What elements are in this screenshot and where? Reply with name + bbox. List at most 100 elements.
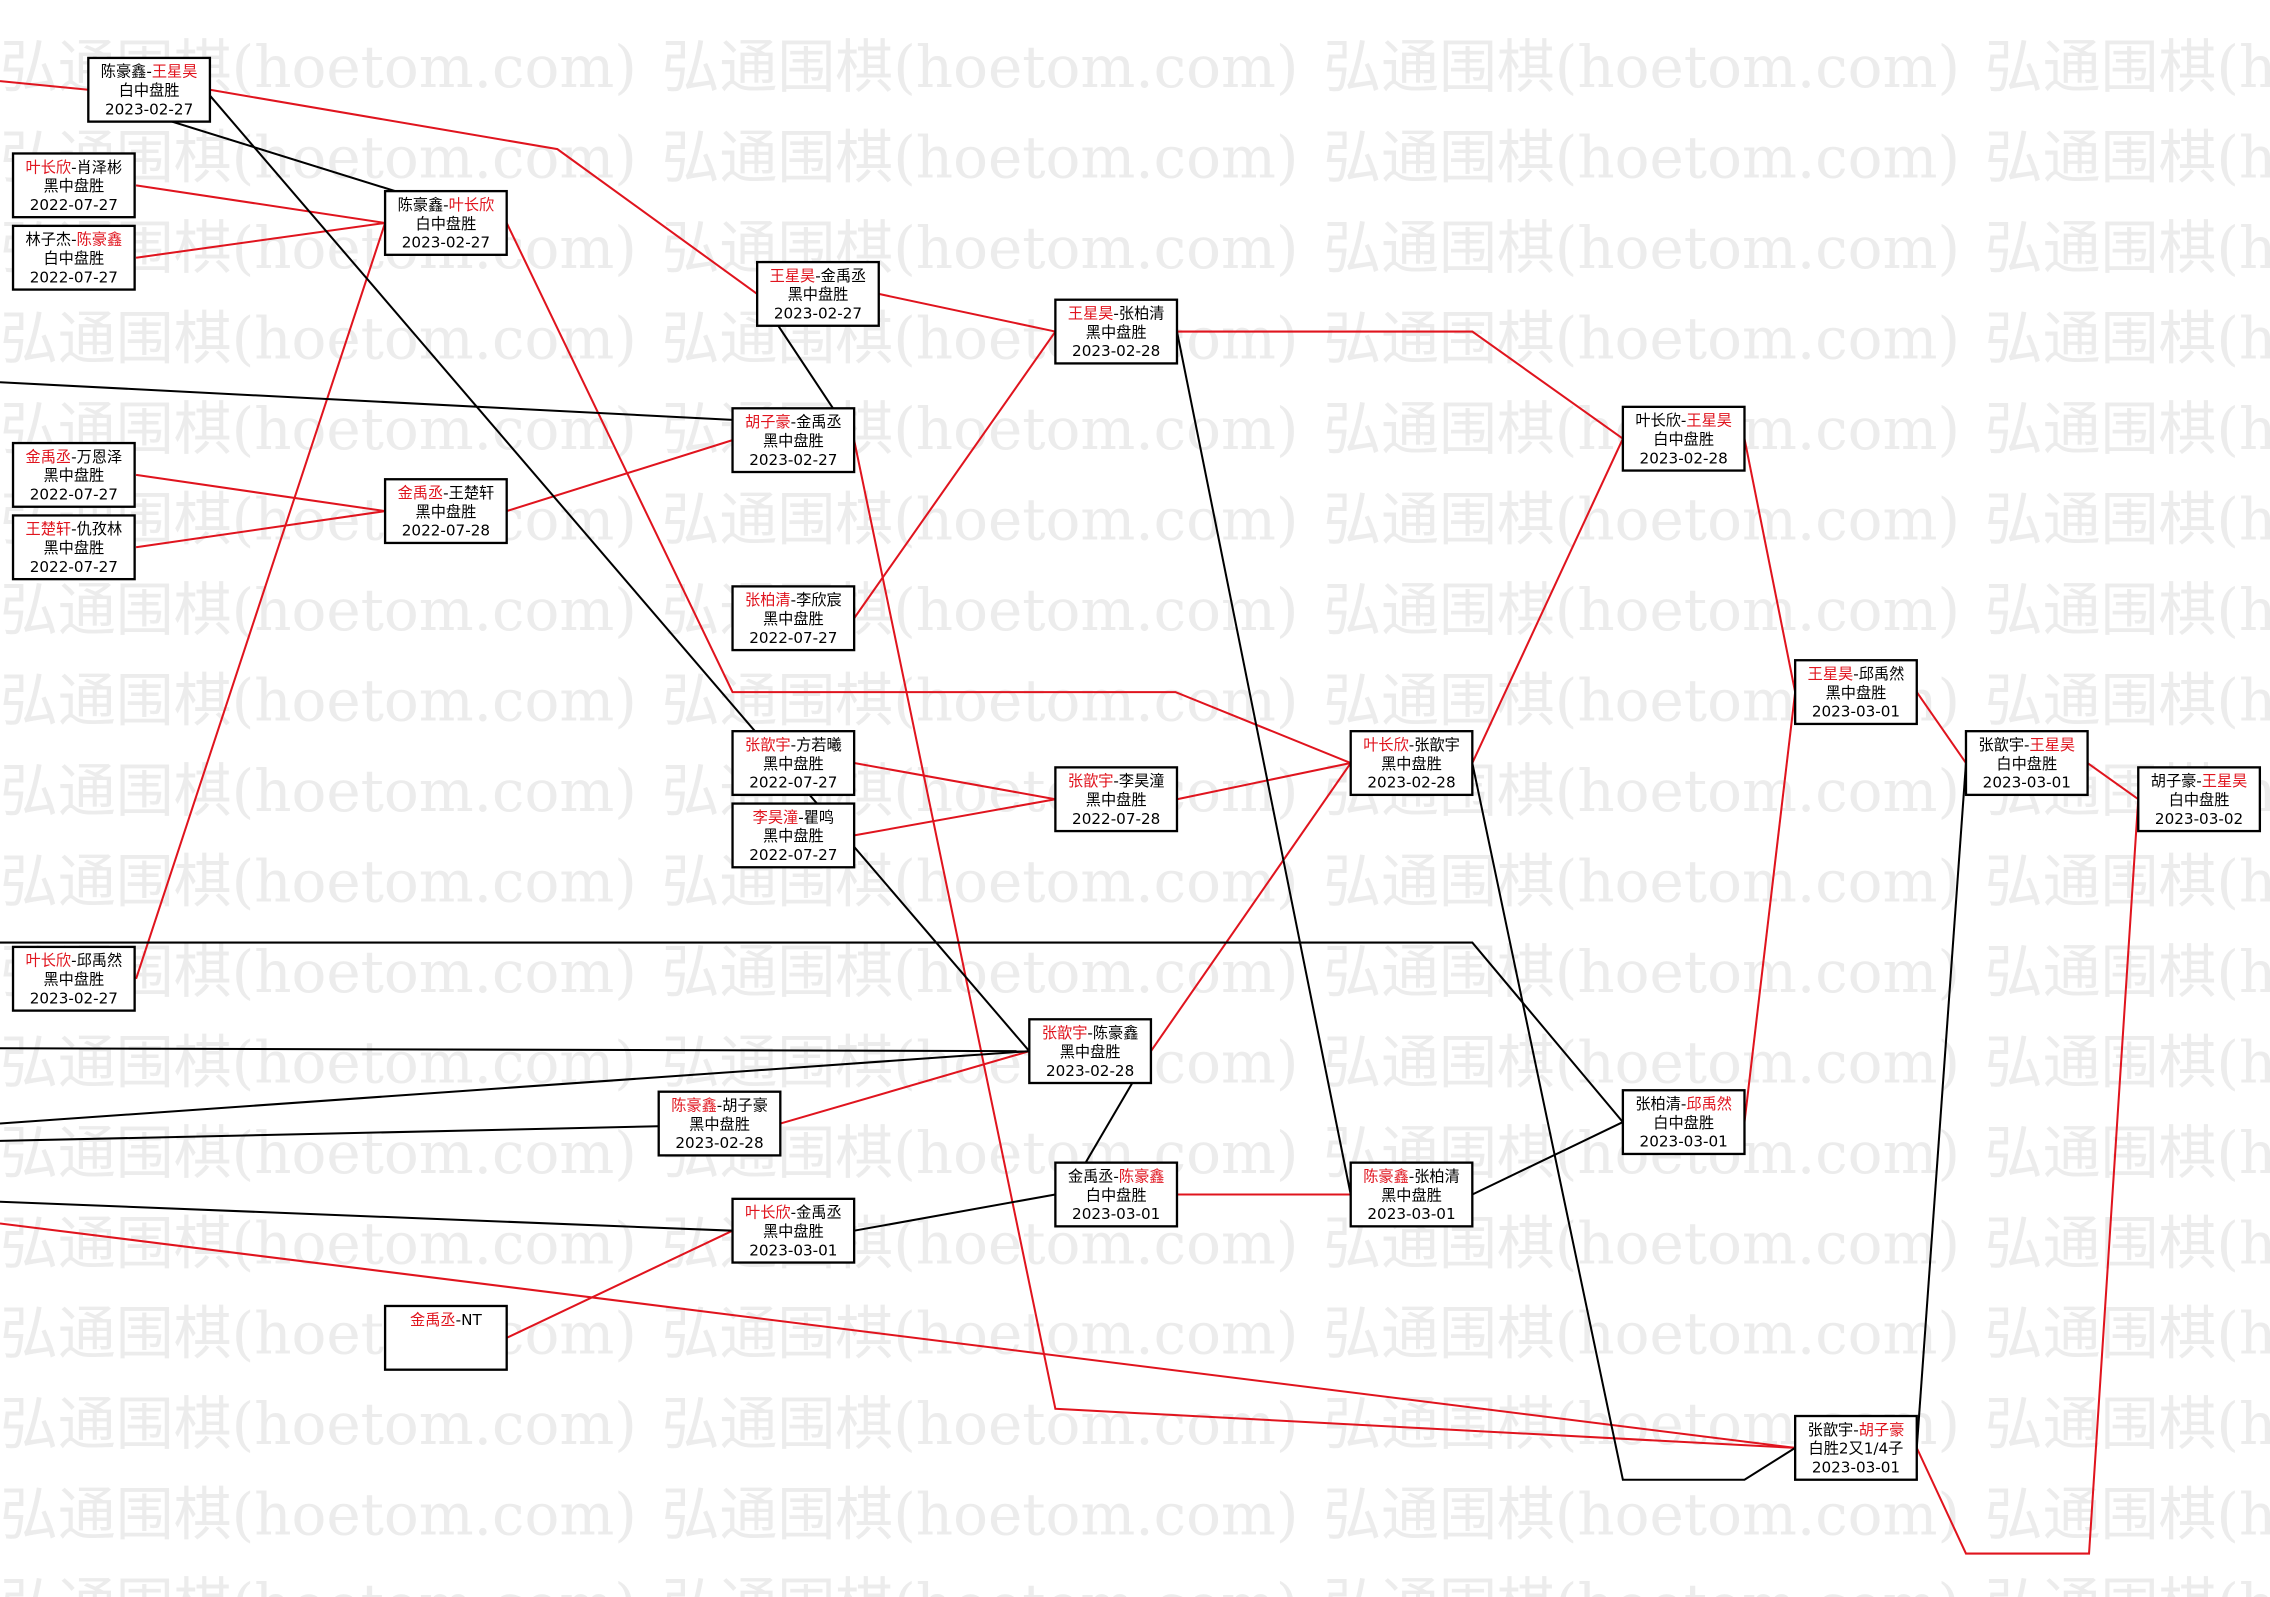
player-black: 王星昊 <box>1068 305 1114 323</box>
match-box-frame <box>1054 298 1179 365</box>
match-players: 叶长欣-肖泽彬 <box>26 158 123 176</box>
player-black: 金禹丞 <box>410 1311 456 1329</box>
match-result: 白胜2又1/4子 <box>1809 1440 1904 1458</box>
match-result: 黑中盘胜 <box>1086 791 1147 809</box>
watermark-text: 弘通围棋(hoetom.com) <box>1323 576 1960 644</box>
match-date: 2022-07-28 <box>1072 810 1160 828</box>
match-date: 2023-02-27 <box>774 305 862 323</box>
player-black: 陈豪鑫 <box>1363 1167 1409 1185</box>
player-white: 陈豪鑫 <box>77 231 123 249</box>
separator: - <box>1853 1421 1858 1439</box>
watermark-text: 弘通围棋(hoetom.com) <box>1985 1481 2270 1549</box>
match-players: 王星昊-张柏清 <box>1068 305 1165 323</box>
player-white: 邱禹然 <box>1859 665 1905 683</box>
watermark-text: 弘通围棋(hoetom.com) <box>1323 1571 1960 1597</box>
match-players: 陈豪鑫-胡子豪 <box>671 1097 768 1115</box>
match-box-frame <box>11 152 136 219</box>
match-result: 白中盘胜 <box>43 250 104 268</box>
match-box-frame <box>1054 1161 1179 1228</box>
bracket-connector <box>1471 438 1624 764</box>
separator: - <box>443 484 448 502</box>
player-black: 林子杰 <box>26 231 72 249</box>
watermark-text: 弘通围棋(hoetom.com) <box>0 1571 637 1597</box>
match-box[interactable]: 金禹丞-NT <box>383 1304 508 1371</box>
match-result: 黑中盘胜 <box>43 539 104 557</box>
bracket-connector <box>1176 330 1624 440</box>
bracket-connector <box>853 439 1796 1449</box>
match-result: 黑中盘胜 <box>788 286 849 304</box>
separator: - <box>71 952 76 970</box>
separator: - <box>1409 1167 1414 1185</box>
bracket-connector <box>1743 691 1797 1123</box>
bracket-connector <box>0 1122 781 1142</box>
match-box-frame <box>1621 405 1746 472</box>
match-box-frame <box>383 478 508 545</box>
player-white: 李欣宸 <box>796 591 842 609</box>
match-players: 叶长欣-金禹丞 <box>745 1204 842 1222</box>
separator: - <box>1113 772 1118 790</box>
match-players: 王楚轩-仇孜林 <box>26 520 123 538</box>
bracket-connector <box>853 1193 1056 1232</box>
watermark-text: 弘通围棋(hoetom.com) <box>0 1209 637 1277</box>
match-date: 2023-02-27 <box>30 989 118 1007</box>
match-box-frame <box>11 224 136 291</box>
watermark-text: 弘通围棋(hoetom.com) <box>662 485 1299 553</box>
match-box-frame <box>731 802 856 869</box>
match-date: 2023-03-01 <box>1812 703 1900 721</box>
player-black: 叶长欣 <box>26 952 72 970</box>
match-date: 2023-02-27 <box>402 234 490 252</box>
player-white: 张柏清 <box>1119 305 1165 323</box>
player-black: 胡子豪 <box>2151 772 2197 790</box>
watermark-text: 弘通围棋(hoetom.com) <box>1985 1028 2270 1096</box>
match-players: 叶长欣-邱禹然 <box>26 952 123 970</box>
separator: - <box>2024 736 2029 754</box>
match-date: 2023-02-28 <box>1046 1062 1134 1080</box>
player-white: 陈豪鑫 <box>1119 1167 1165 1185</box>
match-players: 张柏清-李欣宸 <box>745 591 842 609</box>
player-white: 张柏清 <box>1414 1167 1460 1185</box>
player-white: 肖泽彬 <box>77 158 123 176</box>
match-players: 金禹丞-万恩泽 <box>26 448 123 466</box>
watermark-text: 弘通围棋(hoetom.com) <box>662 123 1299 191</box>
separator: - <box>1681 412 1686 430</box>
watermark-text: 弘通围棋(hoetom.com) <box>0 757 637 825</box>
watermark-text: 弘通围棋(hoetom.com) <box>1323 485 1960 553</box>
match-players: 张歆宇-方若曦 <box>745 736 842 754</box>
bracket-connector <box>0 1047 1030 1053</box>
bracket-connector <box>1175 331 1352 1195</box>
player-black: 金禹丞 <box>1068 1167 1114 1185</box>
watermark-text: 弘通围棋(hoetom.com) <box>1985 1571 2270 1597</box>
match-box-frame <box>1964 730 2089 797</box>
watermark-text: 弘通围棋(hoetom.com) <box>662 938 1299 1006</box>
match-box-frame <box>11 514 136 581</box>
match-box-frame <box>1621 1089 1746 1156</box>
